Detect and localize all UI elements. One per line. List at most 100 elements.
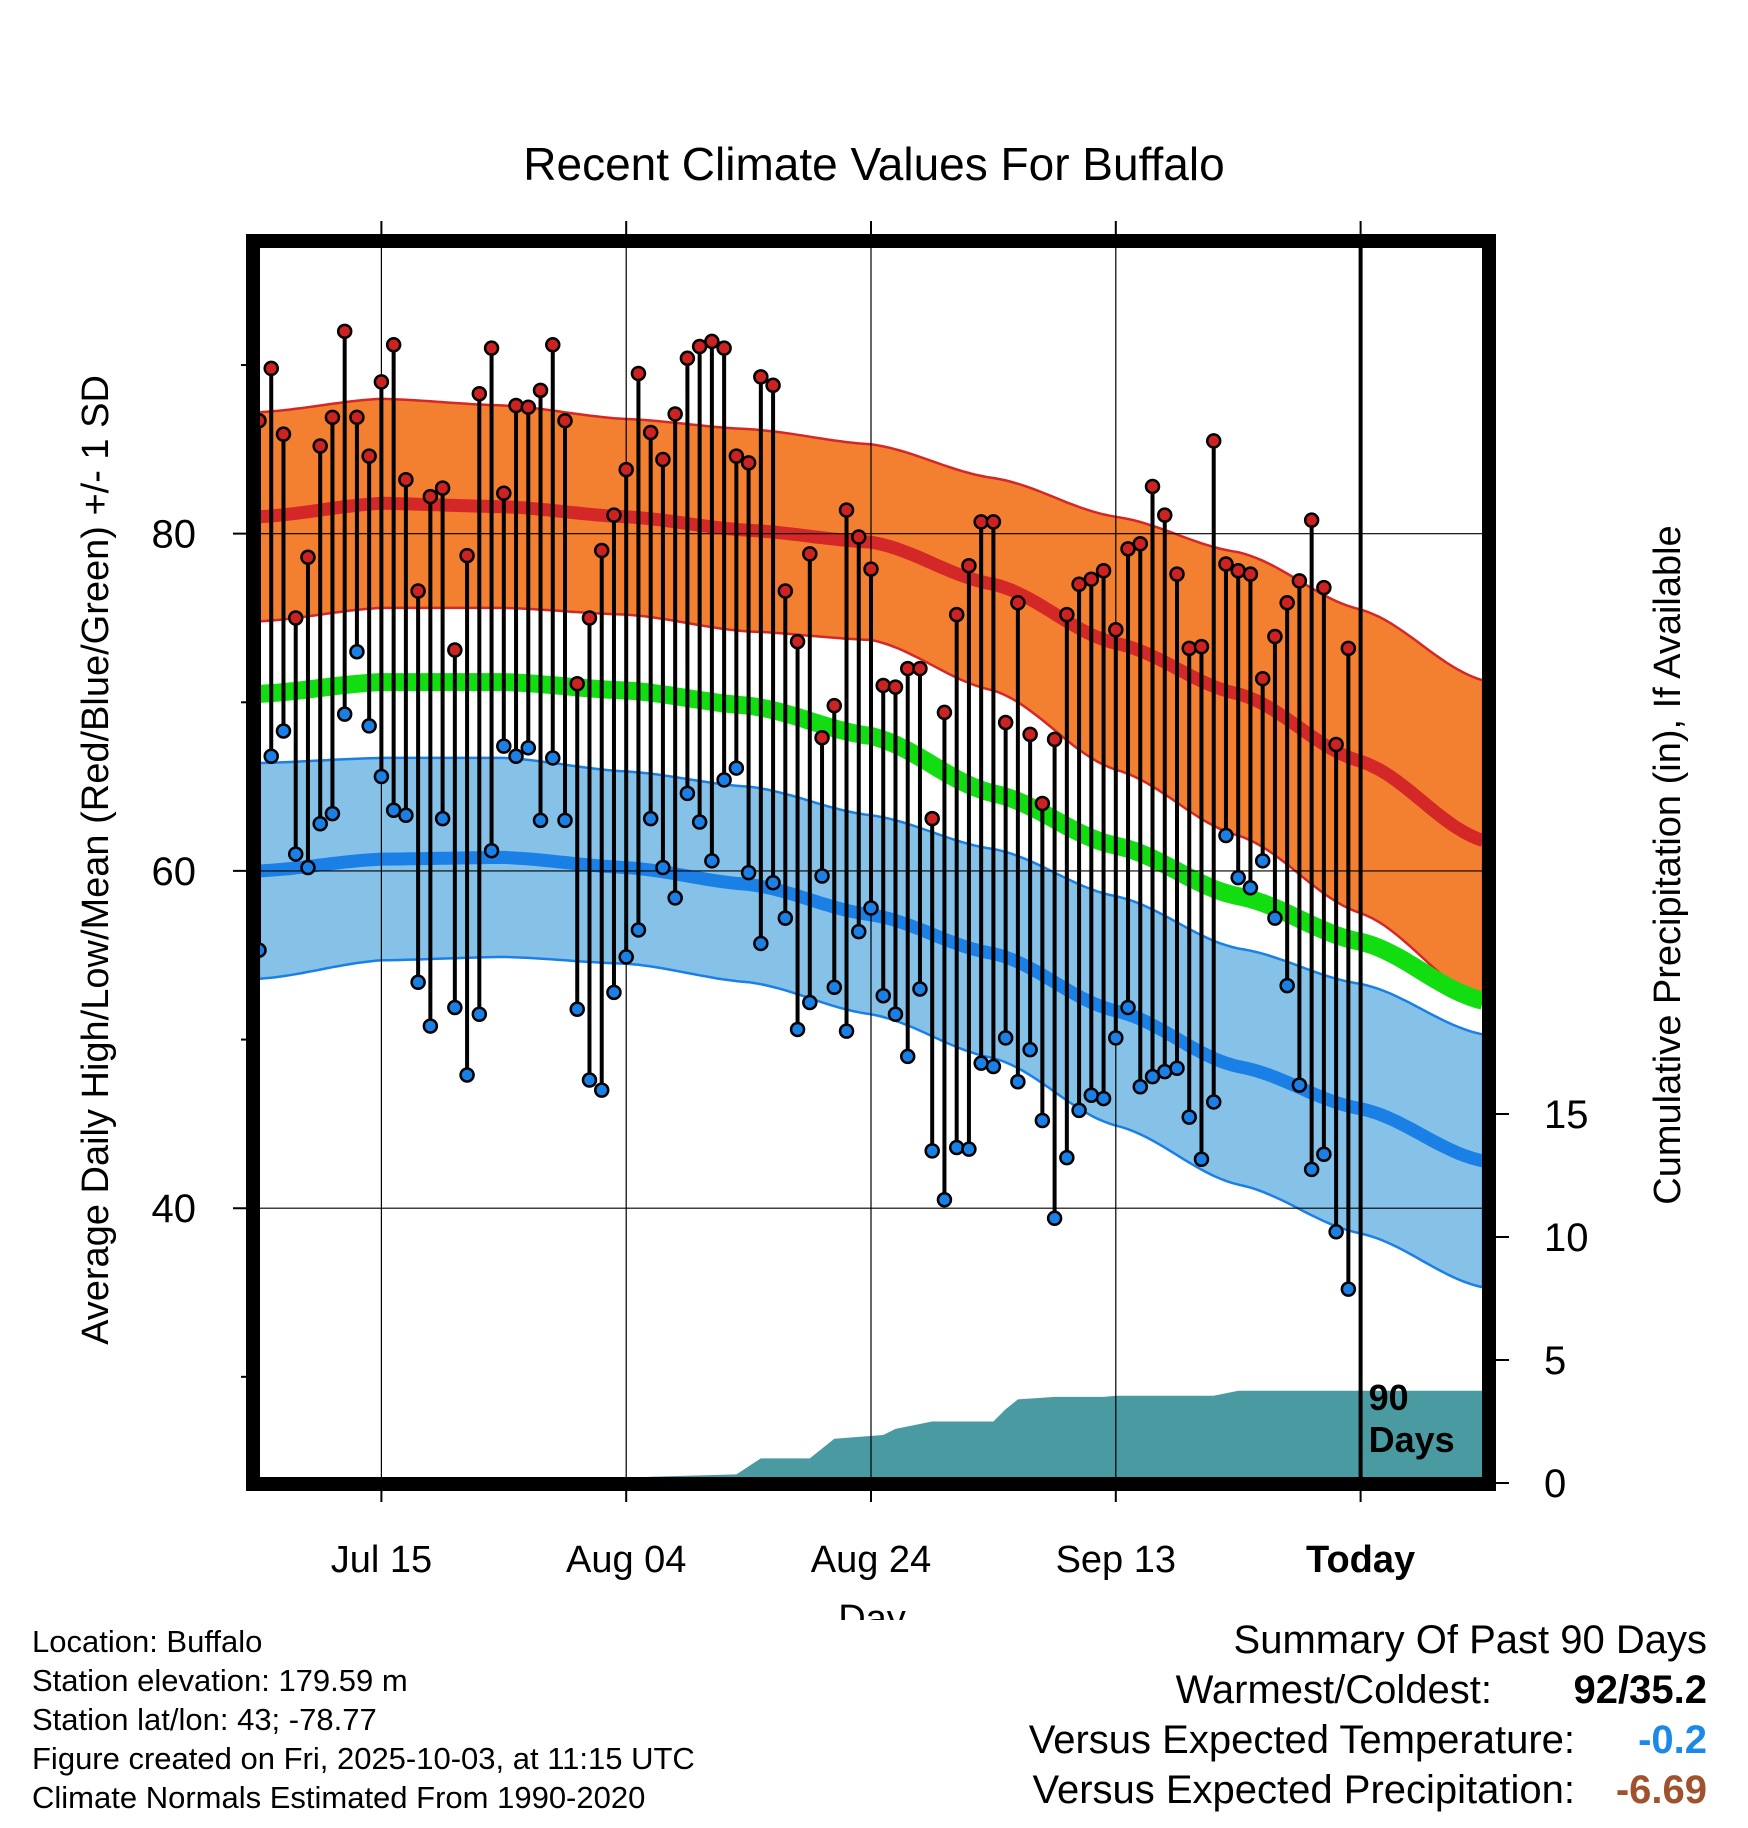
daily-low-point	[1316, 1146, 1332, 1162]
daily-low-point	[1120, 999, 1136, 1016]
daily-low-point	[336, 706, 353, 722]
daily-high-point	[1046, 731, 1063, 748]
daily-low-point	[459, 1067, 475, 1083]
daily-low-point	[630, 922, 647, 938]
daily-low-point	[1022, 1041, 1038, 1058]
daily-high-point	[361, 448, 377, 464]
daily-low-point	[581, 1072, 598, 1088]
daily-low-point	[618, 949, 634, 965]
daily-low-point	[1071, 1102, 1087, 1119]
daily-high-point	[312, 438, 328, 454]
daily-low-point	[1279, 977, 1295, 994]
daily-low-point	[1267, 910, 1283, 926]
daily-low-point	[496, 738, 512, 754]
daily-high-point	[1328, 736, 1344, 753]
daily-high-point	[1083, 571, 1100, 587]
precip-row: Versus Expected Precipitation: -6.69	[947, 1768, 1707, 1818]
daily-high-point	[496, 485, 512, 501]
daily-high-point	[1059, 606, 1075, 623]
daily-high-point	[716, 340, 732, 356]
daily-low-point	[1205, 1094, 1222, 1110]
x-tick-label: Jul 15	[331, 1539, 432, 1581]
daily-low-point	[1303, 1161, 1320, 1178]
daily-high-point	[1169, 566, 1185, 582]
daily-low-point	[593, 1082, 610, 1098]
daily-high-point	[948, 606, 965, 623]
daily-high-point	[997, 714, 1014, 731]
y2-tick-label: 15	[1544, 1093, 1589, 1137]
daily-high-point	[410, 583, 426, 599]
daily-high-point	[1181, 640, 1197, 657]
warmest-label: Warmest/Coldest:	[1175, 1668, 1492, 1712]
daily-high-point	[1022, 726, 1038, 743]
daily-low-point	[814, 868, 830, 884]
daily-high-point	[373, 374, 390, 390]
daily-high-point	[459, 547, 475, 564]
daily-high-point	[581, 610, 598, 626]
daily-low-point	[545, 750, 561, 766]
warmest-value: 92/35.2	[1573, 1668, 1707, 1712]
daily-low-point	[887, 1006, 904, 1023]
daily-low-point	[1157, 1063, 1173, 1080]
daily-low-point	[728, 760, 745, 776]
daily-low-point	[1083, 1087, 1100, 1103]
daily-low-point	[263, 748, 279, 765]
y2-tick-label: 0	[1544, 1462, 1566, 1506]
daily-low-point	[312, 815, 328, 832]
x-tick-label: Aug 04	[566, 1539, 686, 1581]
climate-chart: Recent Climate Values For Buffalo 90Days…	[75, 138, 1689, 1620]
daily-low-point	[691, 814, 708, 830]
daily-high-point	[679, 350, 696, 367]
daily-high-point	[1034, 795, 1051, 812]
daily-high-point	[1108, 622, 1124, 638]
x-tick-label: Sep 13	[1056, 1539, 1176, 1581]
daily-high-point	[385, 337, 402, 353]
daily-high-point	[1095, 563, 1112, 579]
daily-low-point	[1230, 869, 1246, 886]
daily-high-point	[887, 679, 904, 695]
temp-label: Versus Expected Temperature:	[1028, 1718, 1575, 1762]
daily-high-point	[875, 677, 891, 694]
daily-low-point	[569, 1001, 585, 1017]
daily-low-point	[1034, 1112, 1051, 1129]
daily-low-point	[1254, 853, 1271, 869]
daily-high-point	[520, 399, 537, 415]
daily-low-point	[287, 846, 304, 862]
station-elevation: Station elevation: 179.59 m	[32, 1663, 408, 1698]
summary-heading: Summary Of Past 90 Days	[1233, 1618, 1707, 1662]
station-latlon: Station lat/lon: 43; -78.77	[32, 1702, 377, 1737]
daily-low-point	[924, 1143, 940, 1159]
daily-low-point	[300, 859, 316, 876]
x-tick-label: Aug 24	[811, 1539, 931, 1581]
x-axis-label: Day	[838, 1598, 906, 1620]
daily-low-point	[1340, 1281, 1357, 1297]
daily-low-point	[740, 864, 757, 881]
daily-low-point	[875, 987, 891, 1004]
daily-low-point	[508, 748, 524, 765]
y2-tick-label: 5	[1544, 1339, 1566, 1383]
daily-high-point	[851, 529, 867, 545]
daily-high-point	[936, 704, 953, 721]
daily-low-point	[1059, 1149, 1075, 1166]
daily-low-point	[1108, 1030, 1124, 1046]
daily-high-point	[593, 542, 610, 559]
daily-high-point	[349, 409, 365, 426]
summary-heading-row: Summary Of Past 90 Days	[947, 1618, 1707, 1668]
daily-low-point	[851, 923, 867, 940]
x-tick-label: Today	[1306, 1539, 1415, 1581]
precipitation-area	[621, 1390, 1483, 1478]
daily-high-point	[1254, 670, 1271, 687]
daily-low-point	[655, 859, 671, 876]
daily-low-point	[361, 718, 377, 734]
daily-low-point	[520, 740, 537, 756]
daily-low-point	[1218, 827, 1234, 844]
daily-low-point	[557, 812, 573, 829]
normals-period: Climate Normals Estimated From 1990-2020	[32, 1780, 646, 1815]
daily-high-point	[398, 471, 414, 488]
daily-high-point	[447, 642, 463, 658]
daily-low-point	[1010, 1073, 1026, 1090]
y-axis-label: Average Daily High/Low/Mean (Red/Blue/Gr…	[75, 375, 117, 1345]
daily-high-point	[1242, 566, 1259, 582]
daily-high-point	[1132, 536, 1149, 552]
daily-high-point	[300, 549, 316, 566]
